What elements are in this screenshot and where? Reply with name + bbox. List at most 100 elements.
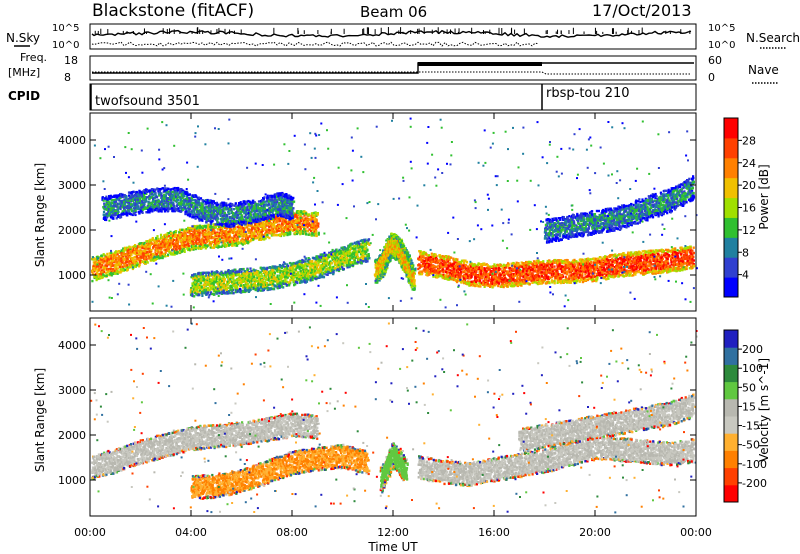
power-data-cell: [214, 244, 217, 247]
power-data-cell: [178, 247, 181, 250]
power-data-cell: [163, 244, 166, 247]
power-data-cell: [264, 213, 267, 217]
power-data-cell: [216, 217, 220, 220]
power-data-cell: [311, 222, 314, 225]
power-data-cell: [191, 203, 194, 206]
power-data-cell: [166, 233, 169, 237]
power-data-cell: [211, 213, 215, 216]
power-data-cell: [272, 223, 275, 227]
power-data-cell: [152, 209, 155, 212]
power-data-cell: [307, 224, 310, 227]
power-data-cell: [198, 219, 201, 222]
power-data-cell: [267, 203, 270, 206]
power-data-cell: [132, 264, 135, 267]
power-data-cell: [115, 250, 118, 253]
power-data-cell: [102, 258, 106, 261]
power-data-cell: [273, 230, 276, 234]
power-data-cell: [216, 239, 219, 242]
power-data-cell: [147, 257, 150, 260]
power-data-cell: [219, 235, 223, 238]
power-data-cell: [279, 192, 282, 195]
power-data-cell: [300, 210, 303, 213]
power-data-cell: [307, 220, 310, 224]
power-data-cell: [192, 246, 195, 249]
power-data-cell: [247, 221, 251, 225]
power-data-cell: [130, 261, 133, 264]
power-data-cell: [154, 251, 157, 254]
power-data-cell: [99, 259, 102, 262]
power-data-cell: [206, 202, 209, 205]
power-data-cell: [158, 241, 161, 245]
power-data-cell: [175, 235, 178, 238]
power-data-cell: [144, 253, 148, 257]
power-data-cell: [143, 202, 146, 205]
power-data-cell: [209, 216, 212, 220]
power-data-cell: [120, 249, 123, 252]
power-data-cell: [295, 230, 298, 233]
power-data-cell: [182, 203, 185, 207]
power-data-cell: [169, 235, 172, 238]
power-data-cell: [124, 268, 127, 271]
power-data-cell: [104, 266, 108, 269]
power-data-cell: [155, 257, 158, 260]
power-data-cell: [147, 200, 150, 204]
power-data-cell: [106, 216, 109, 219]
power-data-cell: [155, 236, 158, 240]
power-data-cell: [160, 193, 163, 197]
power-data-cell: [127, 248, 130, 251]
power-data-cell: [188, 226, 191, 230]
power-data-cell: [268, 229, 271, 232]
power-data-cell: [141, 200, 144, 203]
power-data-cell: [196, 229, 199, 232]
power-data-cell: [166, 248, 169, 251]
power-data-cell: [175, 207, 178, 210]
power-data-cell: [297, 214, 300, 217]
power-data-cell: [257, 203, 260, 207]
power-data-cell: [134, 265, 137, 268]
power-data-cell: [240, 225, 243, 228]
power-data-cell: [144, 196, 147, 199]
power-data-cell: [159, 233, 163, 237]
power-data-cell: [120, 259, 123, 263]
power-data-cell: [246, 224, 249, 227]
power-data-cell: [151, 210, 154, 213]
power-data-cell: [216, 244, 219, 247]
power-data-cell: [148, 248, 151, 252]
power-data-cell: [192, 224, 195, 228]
power-data-cell: [210, 240, 213, 244]
power-data-cell: [175, 241, 178, 244]
power-data-cell: [203, 225, 206, 228]
power-data-cell: [199, 197, 203, 200]
power-data-cell: [314, 232, 317, 235]
power-data-cell: [100, 258, 103, 261]
power-data-cell: [121, 193, 124, 196]
power-data-cell: [169, 238, 172, 241]
power-data-cell: [145, 192, 148, 195]
power-data-cell: [220, 205, 223, 208]
power-data-cell: [200, 286, 203, 289]
power-data-cell: [144, 191, 147, 195]
cpid-label: CPID: [8, 89, 40, 103]
power-data-cell: [284, 228, 287, 231]
power-data-cell: [264, 233, 267, 237]
power-data-cell: [179, 210, 182, 213]
power-data-cell: [111, 253, 114, 256]
power-data-cell: [226, 243, 229, 247]
power-data-cell: [238, 228, 241, 231]
power-data-cell: [165, 206, 168, 209]
power-data-cell: [165, 192, 168, 195]
power-data-cell: [210, 246, 213, 249]
power-data-cell: [115, 258, 118, 261]
power-data-cell: [110, 203, 113, 206]
power-data-cell: [148, 250, 152, 254]
power-data-cell: [166, 232, 169, 235]
power-data-cell: [293, 200, 296, 203]
power-data-cell: [299, 225, 302, 229]
power-data-cell: [241, 234, 244, 237]
power-data-cell: [241, 237, 244, 241]
power-data-cell: [136, 191, 139, 194]
power-data-cell: [196, 213, 199, 216]
power-data-cell: [206, 244, 209, 247]
nsearch-tick-top: 10^5: [708, 23, 735, 34]
power-data-cell: [156, 235, 159, 238]
